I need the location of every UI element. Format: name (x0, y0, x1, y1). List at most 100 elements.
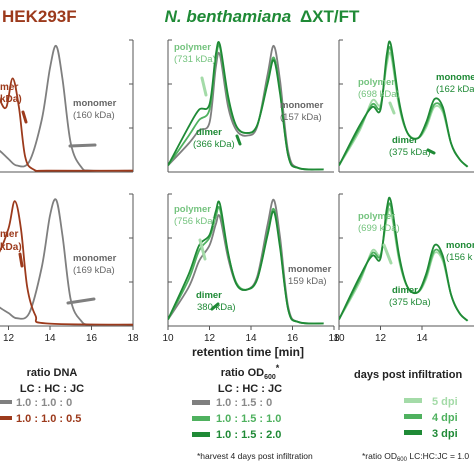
p3-polymer-line2: (698 kDa) (358, 89, 400, 100)
p2-polymer-line1: polymer (174, 42, 211, 53)
series-line-hek_bottom-0 (0, 198, 133, 326)
header-nb-species: N. benthamiana (165, 7, 292, 26)
p4-pointer-hek (18, 252, 24, 268)
x-tick-label-hek_bottom-16: 16 (86, 333, 98, 344)
x-axis-label: retention time [min] (192, 345, 304, 359)
p5-pointer-polymer (198, 238, 207, 261)
p4-monomer-line1: monomer (73, 253, 117, 264)
header-nb-line: ΔXT/FT (300, 7, 360, 26)
p1-monomer-line1: monomer (73, 98, 117, 109)
p2-polymer-label: polymer (731 kDa) (174, 42, 216, 65)
x-tick-label-nb_bottom-18: 18 (328, 333, 340, 344)
p6-polymer-line2: (699 kDa) (358, 223, 400, 234)
legend-od-title-main: ratio OD (221, 367, 264, 379)
legend-od-title-sup: * (276, 363, 280, 373)
legend-dpi-footnote: *ratio OD600 LC:HC:JC = 1.0 (362, 451, 469, 463)
x-tick-label-nb_bottom-10: 10 (162, 333, 174, 344)
p5-monomer-line1: monomer (288, 264, 332, 275)
p4-top-line1: mer (0, 229, 18, 240)
legend-dpi-swatch-0 (404, 398, 422, 403)
legend-dpi-swatch-2 (404, 430, 422, 435)
p3-pointer-polymer (388, 101, 396, 115)
p5-dimer-label: dimer 380 kDa) (196, 290, 236, 313)
legend-od-swatch-1 (192, 416, 210, 421)
legend-od-footnote: *harvest 4 days post infiltration (197, 451, 313, 461)
legend-dpi-swatch-1 (404, 414, 422, 419)
p3-monomer-line2: (162 kDa) (436, 84, 474, 95)
p6-monomer-line2: (156 k (446, 252, 473, 263)
legend-dpi-footnote-sub: 600 (397, 457, 408, 463)
p1-top-label: mer kDa) (0, 82, 22, 105)
p3-pointer-dimer (426, 148, 436, 155)
legend-dpi-title: days post infiltration (354, 369, 462, 381)
panel-dpi_bottom: 10 12 14 (333, 193, 474, 344)
p6-polymer-label: polymer (699 kDa) (358, 211, 400, 234)
p2-pointer-polymer (200, 76, 208, 97)
legend-dpi-footnote-rest: LC:HC:JC = 1.0 (407, 451, 469, 461)
x-tick-label-nb_bottom-14: 14 (245, 333, 257, 344)
p5-pointer-dimer (210, 302, 220, 311)
p3-monomer-label: monomer (162 kDa) (436, 72, 474, 95)
legend-dpi-footnote-prefix: *ratio OD (362, 451, 397, 461)
legend-hek-item-0: 1.0 : 1.0 : 0 (16, 397, 72, 409)
p1-pointer-hek (21, 110, 28, 124)
p6-dimer-line1: dimer (392, 285, 418, 296)
p2-monomer-line2: (157 kDa) (280, 112, 322, 123)
series-line-dpi_top-2 (339, 40, 469, 168)
header-nb: N. benthamiana ΔXT/FT (165, 7, 360, 26)
annotations-layer: mer kDa) monomer (160 kDa) polymer (731 … (0, 42, 474, 313)
p5-monomer-label: monomer 159 kDa) (288, 264, 334, 287)
p6-dimer-label: dimer (375 kDa) (389, 285, 431, 308)
p4-top-label: mer kDa) (0, 229, 22, 253)
legend-od-title: ratio OD600* (221, 363, 280, 381)
p5-dimer-line1: dimer (196, 290, 222, 301)
p2-dimer-line1: dimer (196, 127, 222, 138)
p4-top-line2: kDa) (0, 242, 22, 253)
legend-dpi: days post infiltration 5 dpi 4 dpi 3 dpi… (354, 369, 469, 463)
p3-dimer-label: dimer (375 kDa) (389, 135, 431, 158)
panel-nb_bottom: 10 12 14 16 18 (162, 193, 340, 344)
p4-monomer-line2: (169 kDa) (73, 265, 115, 276)
p1-monomer-label: monomer (160 kDa) (73, 98, 119, 121)
pointer-marks (18, 76, 436, 311)
p1-monomer-line2: (160 kDa) (73, 110, 115, 121)
legend-od: ratio OD600* LC : HC : JC 1.0 : 1.5 : 0 … (192, 363, 313, 461)
p6-monomer-line1: monomer (446, 240, 474, 251)
x-tick-label-dpi_bottom-14: 14 (416, 333, 428, 344)
p6-polymer-line1: polymer (358, 211, 395, 222)
series-line-hek_top-0 (0, 44, 133, 172)
p5-polymer-label: polymer (756 kDa) (174, 204, 216, 227)
x-tick-label-nb_bottom-12: 12 (204, 333, 216, 344)
legend-hek-item-1: 1.0 : 1.0 : 0.5 (16, 413, 81, 425)
p2-pointer-dimer (235, 134, 242, 146)
x-tick-label-hek_bottom-14: 14 (44, 333, 56, 344)
legend-dpi-item-0: 5 dpi (432, 396, 458, 408)
legend-hek-sub: LC : HC : JC (20, 383, 84, 395)
p3-monomer-line1: monomer (436, 72, 474, 83)
p6-pointer-polymer (382, 243, 393, 265)
legend-od-title-sub: 600 (264, 374, 276, 381)
series-line-nb_top-2 (168, 41, 324, 171)
p5-polymer-line1: polymer (174, 204, 211, 215)
p3-polymer-label: polymer (698 kDa) (358, 77, 400, 100)
p3-dimer-line1: dimer (392, 135, 418, 146)
legend-dpi-item-2: 3 dpi (432, 428, 458, 440)
series-line-hek_top-1 (0, 77, 133, 172)
p4-pointer-monomer (66, 297, 96, 305)
p1-top-line2: kDa) (0, 94, 22, 105)
p5-polymer-line2: (756 kDa) (174, 216, 216, 227)
p3-polymer-line1: polymer (358, 77, 395, 88)
p2-dimer-line2: (366 kDa) (193, 139, 235, 150)
p3-dimer-line2: (375 kDa) (389, 147, 431, 158)
x-tick-label-hek_bottom-12: 12 (3, 333, 15, 344)
panel-hek_bottom: 12 14 16 18 (0, 193, 139, 344)
p4-monomer-label: monomer (169 kDa) (73, 253, 119, 276)
p1-pointer-monomer (68, 143, 97, 148)
p6-dimer-line2: (375 kDa) (389, 297, 431, 308)
legend-hek-title: ratio DNA (27, 367, 78, 379)
p5-dimer-line2: 380 kDa) (197, 302, 236, 313)
legend-od-sub: LC : HC : JC (218, 383, 282, 395)
p2-dimer-label: dimer (366 kDa) (193, 127, 235, 150)
panel-nb_top (167, 39, 334, 173)
